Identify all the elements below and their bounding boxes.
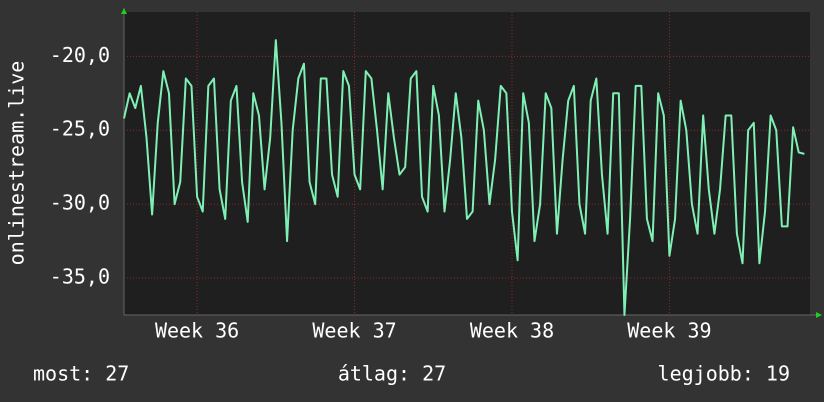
y-arrow	[121, 8, 127, 14]
x-tick-label: Week 38	[470, 319, 554, 343]
footer-stat: most: 27	[33, 362, 129, 386]
footer-stat: legjobb: 19	[658, 362, 790, 386]
x-tick-label: Week 39	[627, 319, 711, 343]
footer-stat: átlag: 27	[338, 362, 446, 386]
x-arrow	[816, 312, 822, 318]
plot-area	[124, 12, 810, 315]
y-axis-label: onlinestream.live	[5, 61, 29, 266]
data-line	[123, 39, 805, 316]
y-tick-label: -20,0	[50, 43, 110, 67]
y-tick-label: -30,0	[50, 191, 110, 215]
x-tick-label: Week 36	[155, 319, 239, 343]
y-tick-label: -25,0	[50, 117, 110, 141]
y-tick-label: -35,0	[50, 265, 110, 289]
x-tick-label: Week 37	[312, 319, 396, 343]
